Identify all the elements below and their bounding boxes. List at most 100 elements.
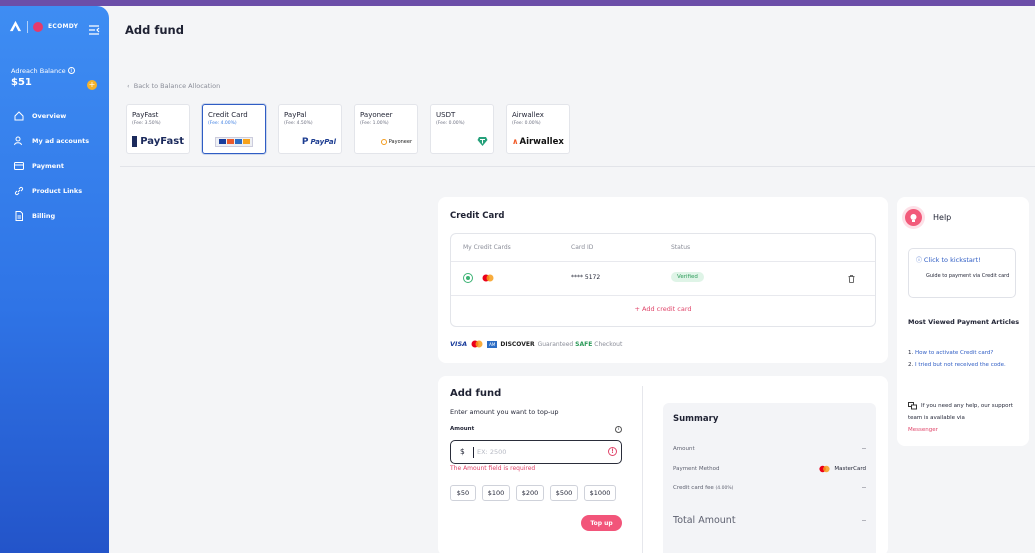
messenger-link[interactable]: Messenger: [908, 427, 938, 433]
home-icon: [14, 110, 24, 120]
help-panel: Help ⓘ Click to kickstart! Guide to paym…: [897, 197, 1029, 446]
sidebar-item-billing[interactable]: Billing: [14, 203, 89, 228]
brand-name: ECOMDY: [48, 23, 79, 30]
amount-chip-500[interactable]: $500: [550, 485, 578, 501]
row-divider: [451, 295, 875, 296]
method-name: PayFast: [132, 111, 159, 119]
articles-list: 1. How to activate Credit card? 2. I tri…: [908, 347, 1020, 371]
amount-input[interactable]: [477, 445, 597, 459]
info-icon[interactable]: i: [67, 67, 75, 74]
method-value: MasterCard: [834, 466, 866, 472]
summary-label: Payment Method: [673, 466, 720, 472]
support-body: If you need any help, our support team i…: [908, 403, 1013, 421]
add-credit-card-button[interactable]: + Add credit card: [634, 305, 692, 313]
support-text: If you need any help, our support team i…: [908, 400, 1020, 436]
method-name: Airwallex: [512, 111, 544, 119]
card-number: **** 5172: [571, 274, 601, 281]
amount-chip-200[interactable]: $200: [516, 485, 544, 501]
method-usdt[interactable]: USDT (Fee: 0.00%): [430, 104, 494, 154]
method-payoneer[interactable]: Payoneer (Fee: 1.00%) Payoneer: [354, 104, 418, 154]
payfast-logo-text: PayFast: [140, 136, 184, 147]
payment-methods: PayFast (Fee: 3.50%) PayFast Credit Card…: [126, 104, 570, 154]
users-icon: [14, 136, 22, 145]
card-brands-row: VISA AM DISCOVER Guaranteed SAFE Checkou…: [450, 340, 622, 348]
article-number: 1.: [908, 350, 914, 356]
top-up-button[interactable]: Top up: [581, 515, 622, 531]
summary-amount-row: Amount --: [673, 446, 866, 452]
column-header: Status: [671, 244, 691, 251]
summary-value: --: [862, 446, 866, 452]
payoneer-logo-icon: Payoneer: [360, 135, 412, 148]
page-title: Add fund: [125, 23, 184, 37]
kickstart-box[interactable]: ⓘ Click to kickstart! Guide to payment v…: [908, 248, 1016, 298]
method-name: PayPal: [284, 111, 307, 119]
back-label: Back to Balance Allocation: [133, 82, 221, 90]
method-fee: (Fee: 3.50%): [132, 121, 161, 126]
column-header: Card ID: [571, 244, 594, 251]
method-paypal[interactable]: PayPal (Fee: 4.50%) P PayPal: [278, 104, 342, 154]
amount-chip-100[interactable]: $100: [482, 485, 510, 501]
airwallex-logo-icon: ∧ Airwallex: [512, 136, 564, 147]
guarantee-after: Checkout: [594, 340, 623, 348]
amount-chip-1000[interactable]: $1000: [584, 485, 616, 501]
method-fee: (Fee: 1.00%): [360, 121, 389, 126]
mastercard-icon: [471, 340, 483, 348]
sidebar-item-ad-accounts[interactable]: My ad accounts: [14, 128, 89, 153]
mastercard-icon: [819, 465, 830, 473]
collapse-menu-icon[interactable]: [88, 24, 100, 36]
balance-value: $51: [11, 77, 32, 88]
method-fee: (Fee: 4.00%): [208, 121, 237, 126]
payfast-logo-icon: PayFast: [132, 135, 184, 148]
method-name: USDT: [436, 111, 456, 119]
fee-percent: (4.00%): [715, 486, 734, 491]
add-balance-button[interactable]: +: [87, 80, 97, 90]
amount-label: Amount: [450, 426, 475, 432]
payoneer-logo-text: Payoneer: [388, 138, 412, 145]
article-text: I tried but not received the code.: [915, 362, 1006, 368]
quick-amounts: $50 $100 $200 $500 $1000: [450, 485, 616, 501]
amount-error: The Amount field is required: [450, 465, 536, 472]
sidebar-nav: Overview My ad accounts Payment Product …: [14, 103, 89, 228]
chat-icon: [908, 401, 917, 409]
kickstart-link[interactable]: ⓘ Click to kickstart!: [916, 255, 981, 264]
method-payfast[interactable]: PayFast (Fee: 3.50%) PayFast: [126, 104, 190, 154]
credit-card-title: Credit Card: [450, 211, 505, 221]
kickstart-label: Click to kickstart!: [923, 256, 981, 264]
sidebar-item-payment[interactable]: Payment: [14, 153, 89, 178]
sidebar-item-product-links[interactable]: Product Links: [14, 178, 89, 203]
summary-total-label: Total Amount: [673, 515, 736, 526]
section-divider: [120, 166, 1035, 167]
credit-card-panel: Credit Card My Credit Cards Card ID Stat…: [438, 197, 888, 363]
fee-label: Credit card fee: [673, 485, 714, 491]
summary-panel: Summary Amount -- Payment Method MasterC…: [663, 403, 876, 553]
airwallex-logo-text: Airwallex: [519, 136, 564, 147]
balance-label: Adreach Balance: [11, 67, 66, 75]
article-link[interactable]: 1. How to activate Credit card?: [908, 347, 1020, 359]
back-link[interactable]: ‹ Back to Balance Allocation: [127, 82, 221, 90]
credit-card-icon: [14, 161, 24, 170]
info-icon[interactable]: i: [615, 426, 622, 433]
amount-chip-50[interactable]: $50: [450, 485, 476, 501]
method-credit-card[interactable]: Credit Card (Fee: 4.00%): [202, 104, 266, 154]
method-airwallex[interactable]: Airwallex (Fee: 0.00%) ∧ Airwallex: [506, 104, 570, 154]
article-link[interactable]: 2. I tried but not received the code.: [908, 359, 1020, 371]
paypal-logo-text: PayPal: [310, 137, 336, 146]
bulb-icon: [905, 209, 922, 226]
sidebar-item-overview[interactable]: Overview: [14, 103, 89, 128]
amount-field[interactable]: $ !: [450, 440, 622, 464]
trash-icon[interactable]: [848, 275, 855, 283]
summary-label: Amount: [673, 446, 695, 452]
card-select-radio[interactable]: [463, 273, 473, 283]
summary-fee-row: Credit card fee (4.00%) --: [673, 485, 866, 491]
method-fee: (Fee: 0.00%): [436, 121, 465, 126]
add-fund-subtitle: Enter amount you want to top-up: [450, 408, 559, 416]
card-logos-icon: [208, 135, 260, 148]
summary-method-row: Payment Method MasterCard: [673, 465, 866, 473]
text-cursor: [473, 447, 474, 458]
error-icon: !: [608, 447, 617, 456]
column-header: My Credit Cards: [463, 244, 511, 251]
mastercard-icon: [482, 274, 494, 282]
add-fund-panel: Add fund Enter amount you want to top-up…: [438, 376, 888, 553]
paypal-logo-icon: P PayPal: [301, 136, 336, 147]
logo[interactable]: ECOMDY: [9, 20, 78, 33]
